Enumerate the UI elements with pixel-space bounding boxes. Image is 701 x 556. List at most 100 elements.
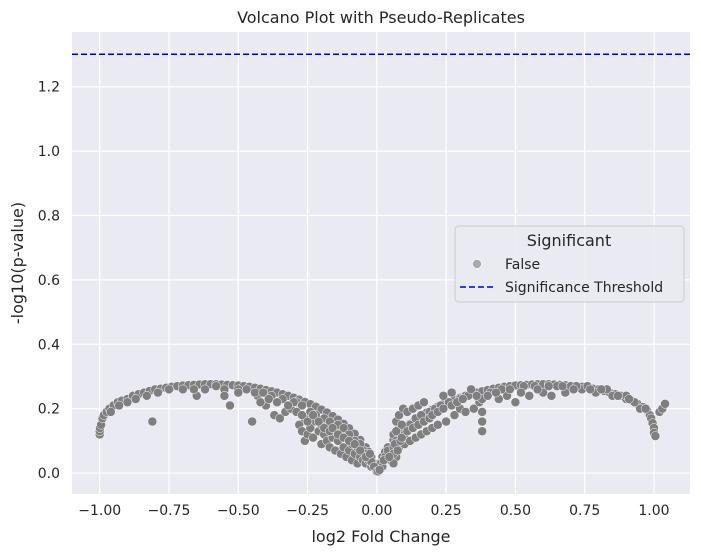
data-point bbox=[557, 381, 568, 391]
data-point bbox=[660, 399, 670, 409]
data-point bbox=[142, 391, 152, 401]
data-point bbox=[147, 416, 158, 427]
data-point bbox=[283, 400, 293, 411]
data-point bbox=[297, 410, 307, 420]
y-axis-ticks: 0.0 0.2 0.4 0.6 0.8 1.0 1.2 bbox=[38, 80, 60, 482]
x-tick-label: 0.00 bbox=[361, 503, 392, 519]
data-point bbox=[532, 384, 543, 395]
data-point bbox=[477, 407, 487, 417]
data-point bbox=[250, 387, 260, 398]
y-tick-label: 0.0 bbox=[38, 466, 60, 482]
data-point bbox=[391, 426, 401, 436]
data-point bbox=[640, 403, 651, 414]
data-point bbox=[438, 403, 449, 414]
data-point bbox=[327, 423, 338, 433]
data-point bbox=[477, 416, 487, 427]
y-tick-label: 1.0 bbox=[38, 144, 60, 160]
data-point bbox=[471, 391, 482, 401]
y-tick-label: 0.4 bbox=[38, 337, 60, 353]
x-axis-label: log2 Fold Change bbox=[311, 527, 450, 546]
data-point bbox=[225, 400, 235, 411]
data-point bbox=[419, 397, 429, 407]
x-tick-label: 1.00 bbox=[638, 503, 669, 519]
data-point bbox=[164, 384, 174, 395]
data-point bbox=[264, 394, 274, 404]
data-point bbox=[466, 384, 476, 395]
data-point bbox=[297, 400, 307, 411]
data-point bbox=[302, 416, 313, 427]
data-point bbox=[460, 407, 471, 417]
data-point bbox=[308, 410, 318, 420]
data-point bbox=[241, 384, 252, 395]
data-point bbox=[449, 410, 460, 420]
data-point bbox=[524, 391, 535, 401]
data-point bbox=[585, 384, 595, 395]
data-point bbox=[433, 420, 443, 430]
data-point bbox=[491, 387, 501, 398]
y-tick-label: 0.8 bbox=[38, 209, 60, 225]
data-point bbox=[596, 384, 607, 395]
data-point bbox=[355, 445, 365, 456]
x-tick-label: −0.75 bbox=[148, 503, 191, 519]
data-point bbox=[477, 426, 487, 436]
data-point bbox=[546, 391, 557, 401]
x-tick-label: −1.00 bbox=[78, 503, 121, 519]
y-axis-label: -log10(p-value) bbox=[8, 202, 27, 324]
data-point bbox=[365, 449, 375, 459]
data-point bbox=[114, 400, 124, 411]
data-point bbox=[122, 397, 133, 407]
legend-threshold-label: Significance Threshold bbox=[505, 280, 663, 296]
data-point bbox=[211, 381, 221, 391]
legend-false-label: False bbox=[505, 257, 540, 273]
data-point bbox=[258, 387, 268, 398]
data-points bbox=[94, 379, 670, 477]
x-tick-label: 0.50 bbox=[500, 503, 531, 519]
data-point bbox=[106, 407, 116, 417]
y-tick-label: 1.2 bbox=[38, 80, 60, 96]
data-point bbox=[130, 394, 141, 404]
data-point bbox=[189, 384, 199, 395]
x-tick-label: −0.50 bbox=[217, 503, 260, 519]
data-point bbox=[397, 420, 407, 430]
data-point bbox=[446, 387, 457, 398]
x-tick-label: 0.75 bbox=[569, 503, 600, 519]
data-point bbox=[624, 394, 634, 404]
data-point bbox=[219, 391, 230, 401]
data-point bbox=[392, 445, 403, 456]
data-point bbox=[543, 381, 554, 391]
chart-title: Volcano Plot with Pseudo-Replicates bbox=[237, 8, 525, 27]
y-tick-label: 0.6 bbox=[38, 273, 60, 289]
data-point bbox=[568, 384, 579, 395]
data-point bbox=[275, 413, 285, 424]
data-point bbox=[247, 416, 257, 427]
y-tick-label: 0.2 bbox=[38, 402, 60, 418]
data-point bbox=[482, 391, 493, 401]
data-point bbox=[338, 423, 349, 433]
legend: Significant False Significance Threshold bbox=[454, 225, 685, 303]
data-point bbox=[374, 465, 385, 475]
x-tick-label: −0.25 bbox=[286, 503, 329, 519]
legend-false-marker bbox=[472, 259, 482, 269]
data-point bbox=[272, 397, 282, 407]
data-point bbox=[308, 432, 318, 443]
data-point bbox=[255, 397, 266, 407]
data-point bbox=[441, 416, 451, 427]
data-point bbox=[510, 397, 521, 407]
data-point bbox=[384, 452, 395, 462]
data-point bbox=[505, 384, 515, 395]
data-point bbox=[153, 387, 163, 398]
x-tick-label: 0.25 bbox=[431, 503, 462, 519]
data-point bbox=[650, 431, 661, 441]
data-point bbox=[349, 439, 360, 449]
data-point bbox=[397, 432, 407, 443]
legend-title: Significant bbox=[527, 231, 611, 250]
data-point bbox=[458, 394, 468, 404]
data-point bbox=[469, 403, 479, 414]
data-point bbox=[313, 416, 324, 427]
data-point bbox=[438, 391, 449, 401]
legend-box bbox=[454, 225, 685, 303]
x-axis-ticks: −1.00 −0.75 −0.50 −0.25 0.00 0.25 0.50 0.75 1.00 bbox=[78, 503, 669, 519]
data-point bbox=[516, 387, 526, 398]
data-point bbox=[613, 391, 623, 401]
